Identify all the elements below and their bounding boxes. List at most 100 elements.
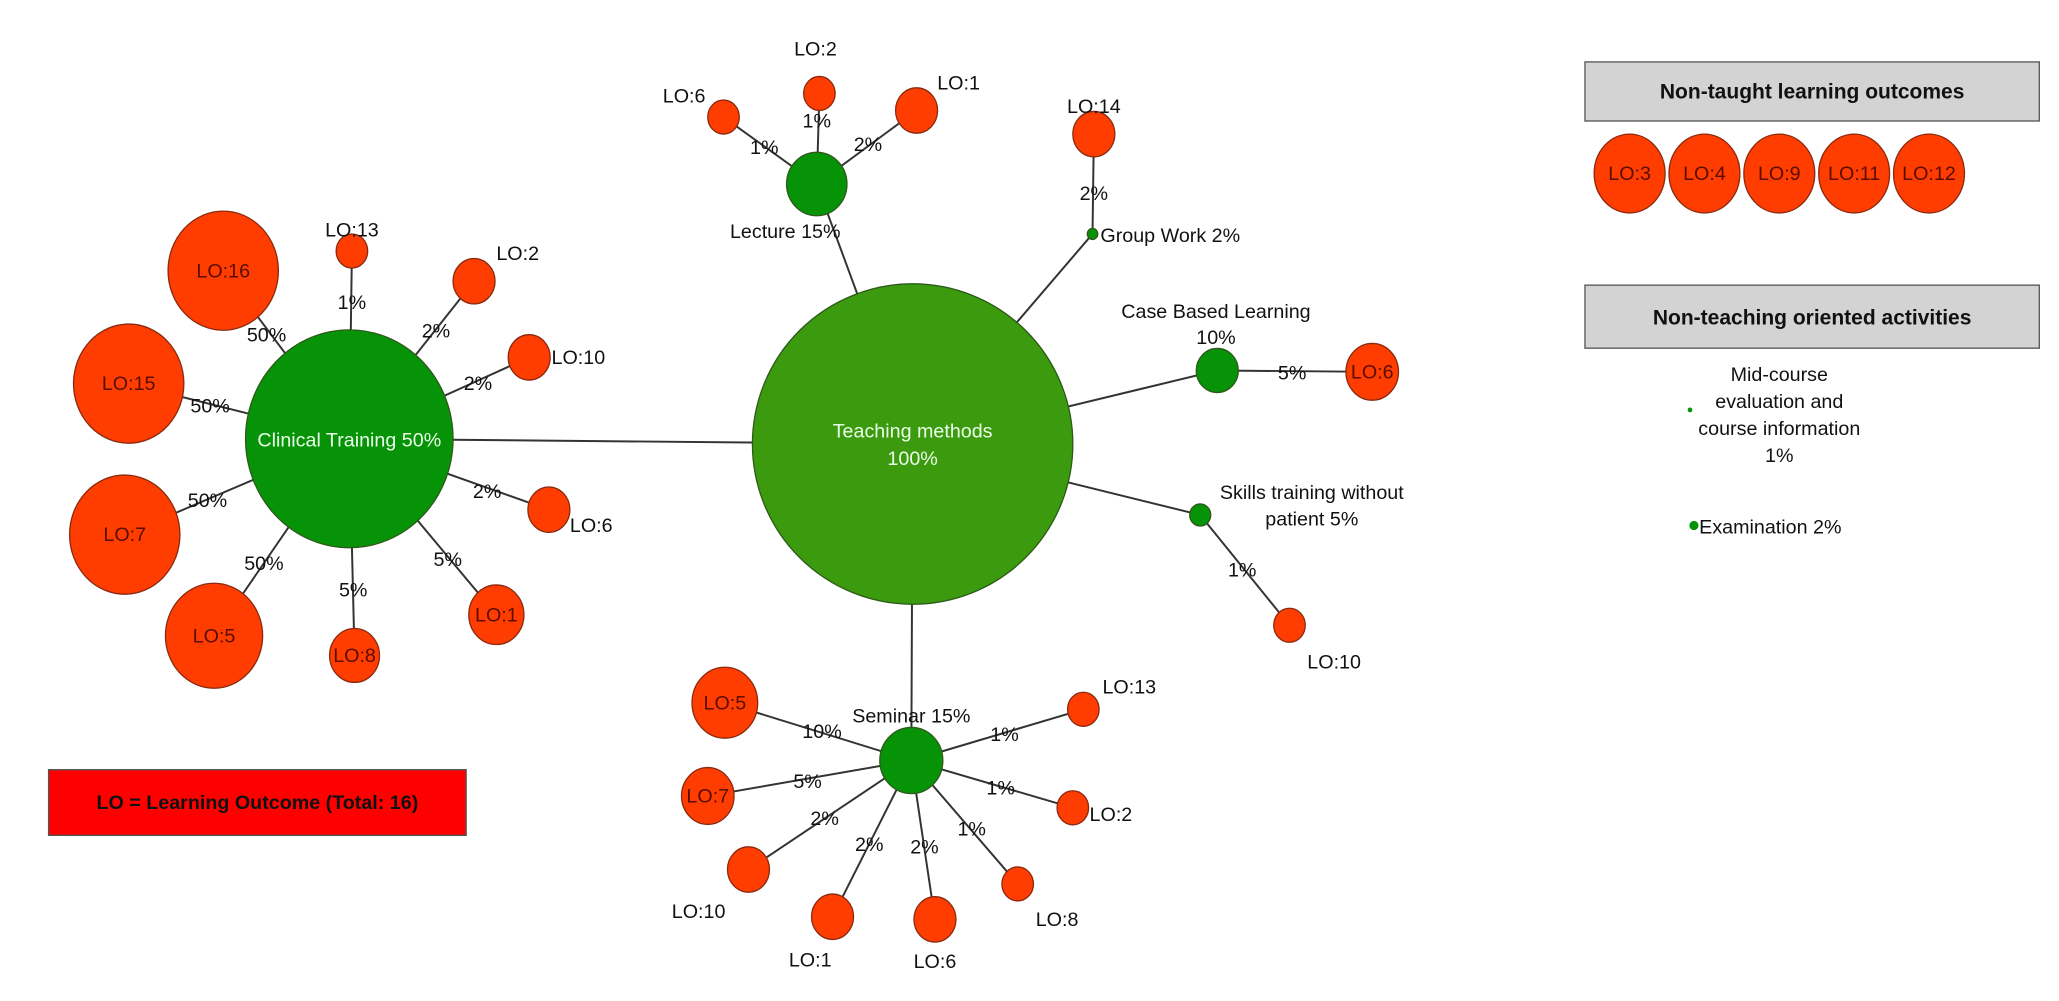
edge-skills-LO10	[1199, 514, 1291, 626]
method-label-clinical: Clinical Training 50%	[257, 430, 441, 452]
edge-weight-label: 1%	[990, 724, 1018, 746]
outcome-label: LO:6	[1351, 361, 1394, 383]
edge-weight-label: 50%	[244, 553, 283, 575]
non-taught-title: Non-taught learning outcomes	[1660, 81, 1965, 104]
activity-label: evaluation and	[1715, 391, 1843, 413]
outcome-node	[1273, 607, 1306, 643]
outcome-node	[913, 896, 957, 943]
edge-weight-label: 2%	[910, 837, 938, 859]
edge-weight-label: 10%	[802, 721, 841, 743]
activity-node	[1687, 407, 1693, 413]
method-label-skills: patient 5%	[1265, 508, 1358, 530]
edge-weight-label: 5%	[793, 771, 821, 793]
edge-weight-label: 2%	[810, 808, 838, 830]
outcome-node	[68, 474, 181, 595]
outcome-node	[328, 627, 381, 684]
outcome-node	[707, 99, 740, 135]
edge-weight-label: 5%	[339, 579, 367, 601]
method-label-lecture: Lecture 15%	[730, 221, 841, 243]
edge-weight-label: 2%	[855, 834, 883, 856]
outcome-label: LO:1	[475, 604, 518, 626]
outcome-label: LO:7	[686, 786, 729, 808]
edge-weight-label: 1%	[986, 778, 1014, 800]
outcome-node	[72, 323, 185, 444]
outcome-node	[507, 334, 551, 381]
labels: LO:16 50% LO:15 50% LO:7 50% LO:5 50% LO:8 5% LO:1…	[102, 38, 1404, 973]
non-taught-outcome	[1818, 133, 1891, 214]
non-taught-outcome-label: LO:12	[1902, 163, 1956, 185]
non-taught-outcome-label: LO:4	[1683, 163, 1726, 185]
edge-weight-label: 1%	[338, 292, 366, 314]
outcome-label: LO:6	[914, 951, 957, 973]
method-label-case-based: Case Based Learning	[1121, 301, 1310, 323]
outcome-label: LO:13	[325, 220, 379, 242]
outcome-label: LO:7	[103, 524, 146, 546]
edge-weight-label: 2%	[854, 134, 882, 156]
outcome-label: LO:6	[663, 86, 706, 108]
outcome-label: LO:16	[196, 260, 250, 282]
method-label-skills: Skills training without	[1220, 482, 1404, 504]
legend-box	[47, 769, 467, 837]
outcome-label: LO:10	[552, 347, 606, 369]
hub-label: 100%	[887, 448, 937, 470]
nodes	[68, 75, 1400, 943]
outcome-label: LO:14	[1067, 96, 1121, 118]
edge-weight-label: 1%	[957, 818, 985, 840]
edge-weight-label: 50%	[247, 325, 286, 347]
outcome-node	[1072, 110, 1116, 158]
edge-weight-label: 2%	[422, 321, 450, 343]
non-taught-outcome	[1593, 133, 1666, 214]
non-taught-panel: Non-taught learning outcomes LO:3 LO:4 LO:…	[1584, 61, 2040, 214]
method-node-clinical	[244, 329, 454, 549]
non-taught-outcome-label: LO:9	[1758, 163, 1801, 185]
outcome-node	[1345, 342, 1400, 401]
edge-weight-label: 1%	[1228, 560, 1256, 582]
non-teaching-header	[1584, 284, 2040, 349]
outcome-node	[691, 666, 759, 739]
outcome-label: LO:13	[1102, 677, 1156, 699]
outcome-node	[810, 893, 855, 941]
method-node-case-based	[1195, 347, 1239, 394]
outcome-label: LO:2	[496, 243, 539, 265]
edge-weight-label: 1%	[803, 111, 831, 133]
outcome-node	[1066, 691, 1100, 727]
activity-label: 1%	[1765, 445, 1793, 467]
edge-weight-label: 2%	[1080, 183, 1108, 205]
method-label-case-based: 10%	[1196, 327, 1235, 349]
legend-text: LO = Learning Outcome (Total: 16)	[96, 792, 418, 814]
hub-label: Teaching methods	[833, 420, 993, 442]
edge-weight-label: 50%	[190, 396, 229, 418]
outcome-label: LO:1	[937, 72, 980, 94]
outcome-node	[726, 846, 771, 893]
outcome-node	[468, 584, 525, 646]
edge-weight-label: 5%	[1278, 363, 1306, 385]
outcome-label: LO:10	[672, 901, 726, 923]
method-node-lecture	[785, 151, 848, 217]
outcome-node	[802, 75, 836, 112]
non-taught-outcome	[1892, 133, 1966, 214]
non-taught-outcome-label: LO:11	[1828, 163, 1880, 185]
outcome-label: LO:6	[570, 515, 613, 537]
activity-label: Examination 2%	[1699, 516, 1841, 538]
outcome-node	[527, 486, 571, 534]
legend: LO = Learning Outcome (Total: 16)	[47, 769, 467, 837]
outcome-node	[680, 766, 735, 825]
edge-weight-label: 50%	[188, 490, 227, 512]
activity-node	[1689, 520, 1699, 531]
outcome-node	[894, 87, 939, 134]
outcome-label: LO:8	[1036, 909, 1079, 931]
outcome-node	[1056, 790, 1090, 826]
non-taught-outcome	[1743, 133, 1816, 214]
method-node-seminar	[879, 726, 944, 795]
edge-weight-label: 2%	[473, 481, 501, 503]
edge-weight-label: 5%	[434, 549, 462, 571]
outcome-node	[1001, 866, 1035, 902]
outcome-label: LO:2	[794, 38, 837, 60]
outcome-label: LO:1	[789, 950, 832, 972]
outcome-label: LO:8	[333, 645, 376, 667]
outcome-node	[164, 582, 264, 689]
activity-label: Mid-course	[1731, 364, 1828, 386]
edge-weight-label: 1%	[750, 137, 778, 159]
outcome-label: LO:15	[102, 373, 156, 395]
